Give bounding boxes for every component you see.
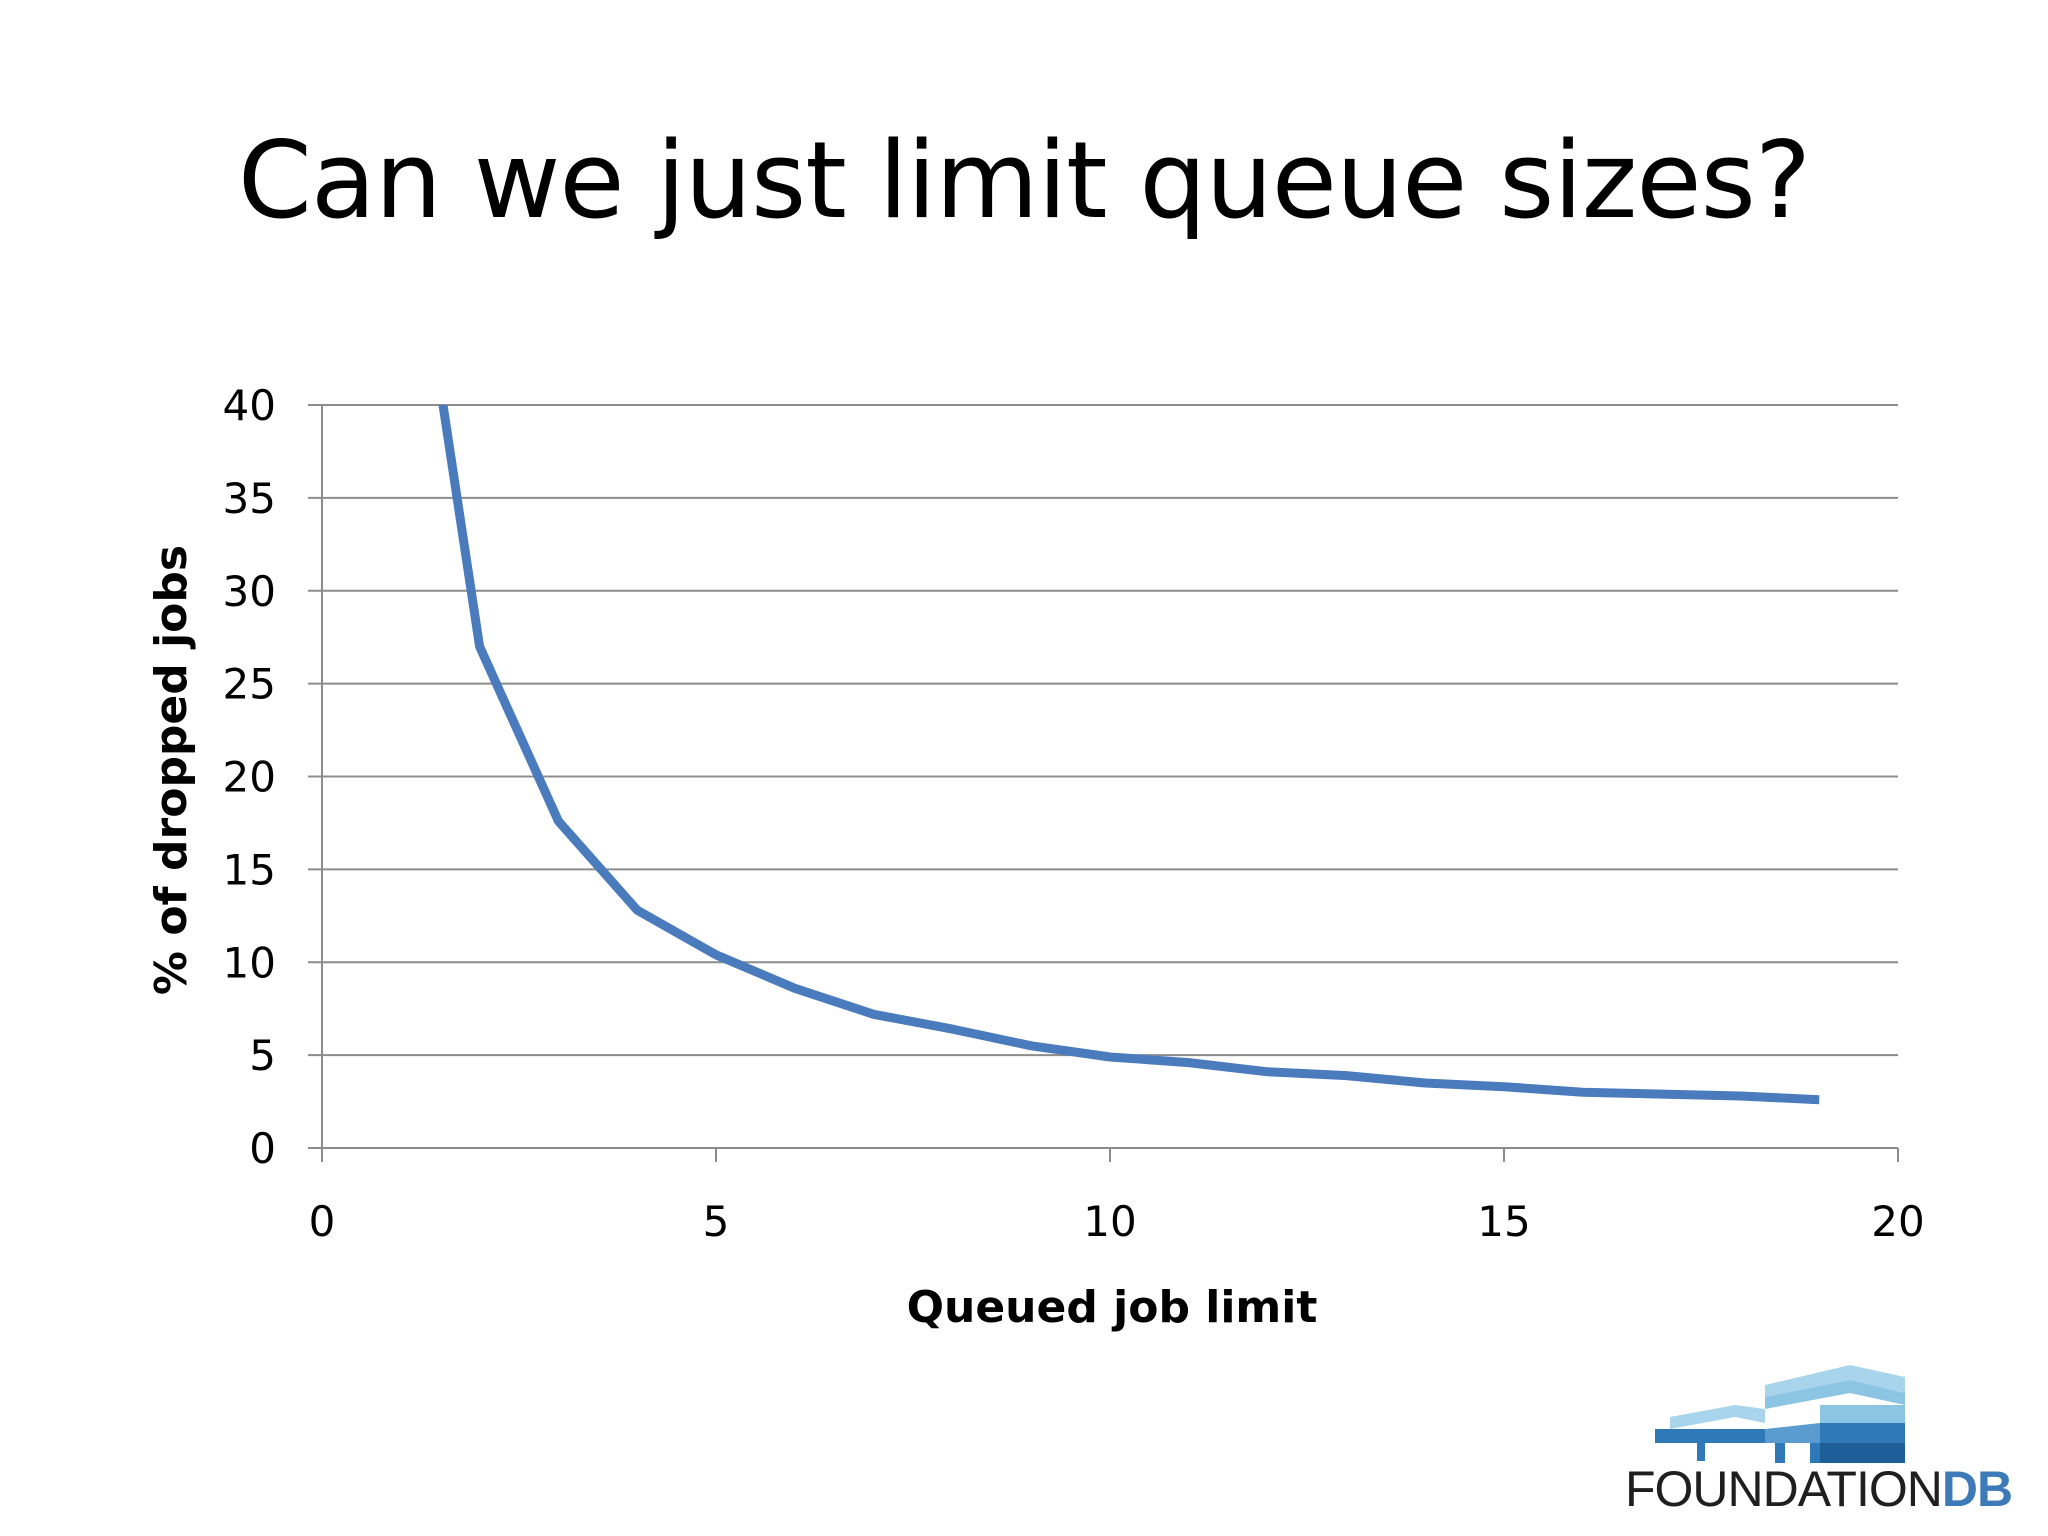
series-line-0	[438, 405, 1820, 1105]
x-tick-label-20: 20	[1871, 1197, 1924, 1246]
y-tick-label-40: 40	[223, 381, 276, 430]
y-tick-label-35: 35	[223, 474, 276, 523]
logo-text-foundation: FOUNDATION	[1625, 1461, 1943, 1517]
x-tick-labels: 0 5 10 15 20	[309, 1197, 1925, 1246]
y-tick-label-25: 25	[223, 660, 276, 709]
y-axis-label: % of dropped jobs	[146, 545, 197, 995]
foundationdb-logo-icon	[1655, 1365, 1905, 1463]
x-tick-label-0: 0	[309, 1197, 336, 1246]
axes	[308, 404, 1899, 1162]
x-tick-label-5: 5	[703, 1197, 730, 1246]
series	[438, 405, 1820, 1105]
x-tick-label-10: 10	[1083, 1197, 1136, 1246]
x-axis-label: Queued job limit	[907, 1282, 1318, 1333]
y-tick-label-15: 15	[223, 845, 276, 894]
logo-text: FOUNDATIONDB	[1625, 1461, 2013, 1517]
y-tick-label-5: 5	[249, 1031, 276, 1080]
y-tick-label-10: 10	[223, 938, 276, 987]
y-tick-label-0: 0	[249, 1124, 276, 1173]
y-tick-label-30: 30	[223, 567, 276, 616]
logo-text-db: DB	[1941, 1461, 2013, 1517]
slide-title: Can we just limit queue sizes?	[237, 119, 1811, 242]
x-tick-label-15: 15	[1477, 1197, 1530, 1246]
gridlines	[322, 404, 1898, 1057]
y-tick-labels: 0 5 10 15 20 25 30 35 40	[223, 381, 276, 1173]
y-tick-label-20: 20	[223, 753, 276, 802]
